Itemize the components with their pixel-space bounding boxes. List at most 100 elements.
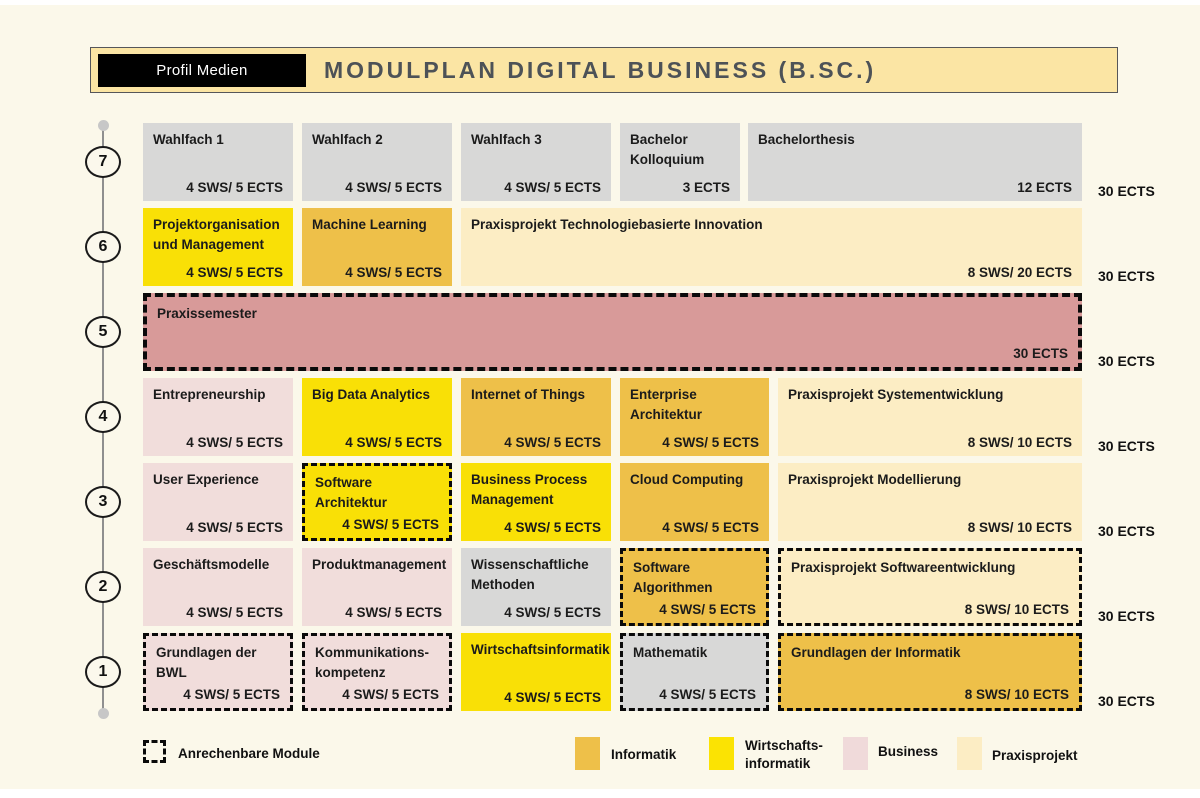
anrechenbare-module-label: Anrechenbare Module [178, 746, 320, 761]
semester-6-total: 30 ECTS [1098, 268, 1155, 284]
business-swatch [843, 737, 868, 770]
module-kommunikationskompetenz: Kommunikations-kompetenz 4 SWS/ 5 ECTS [302, 633, 452, 711]
module-title: Enterprise Architektur [630, 387, 703, 423]
module-title: User Experience [153, 472, 259, 487]
module-credits: 4 SWS/ 5 ECTS [186, 435, 283, 450]
profile-badge: Profil Medien [98, 54, 306, 87]
module-title: Wissenschaftliche Methoden [471, 557, 589, 593]
informatik-swatch [575, 737, 600, 770]
module-cloud-computing: Cloud Computing 4 SWS/ 5 ECTS [620, 463, 769, 541]
module-credits: 4 SWS/ 5 ECTS [662, 435, 759, 450]
module-business-process-management: Business Process Management 4 SWS/ 5 ECT… [461, 463, 611, 541]
module-title: Internet of Things [471, 387, 585, 402]
legend-informatik-label: Informatik [611, 747, 677, 762]
module-title: Praxisprojekt Softwareentwicklung [791, 560, 1016, 575]
module-title: Praxissemester [157, 306, 257, 321]
module-credits: 8 SWS/ 10 ECTS [967, 435, 1072, 450]
module-wissenschaftliche-methoden: Wissenschaftliche Methoden 4 SWS/ 5 ECTS [461, 548, 611, 626]
module-wahlfach-1: Wahlfach 1 4 SWS/ 5 ECTS [143, 123, 293, 201]
module-title: Entrepreneurship [153, 387, 266, 402]
module-credits: 4 SWS/ 5 ECTS [662, 520, 759, 535]
semester-6-marker: 6 [85, 231, 121, 263]
module-credits: 4 SWS/ 5 ECTS [345, 180, 442, 195]
module-title: Machine Learning [312, 217, 427, 232]
profile-badge-label: Profil Medien [156, 62, 248, 79]
module-user-experience: User Experience 4 SWS/ 5 ECTS [143, 463, 293, 541]
timeline-end-dot [98, 708, 109, 719]
module-title: Praxisprojekt Modellierung [788, 472, 962, 487]
module-praxissemester: Praxissemester 30 ECTS [143, 293, 1082, 371]
semester-4-total: 30 ECTS [1098, 438, 1155, 454]
module-grundlagen-der-bwl: Grundlagen der BWL 4 SWS/ 5 ECTS [143, 633, 293, 711]
anrechenbare-module-icon [143, 740, 166, 763]
module-title: Bachelor Kolloquium [630, 132, 705, 168]
module-title: Projektorganisation und Management [153, 217, 280, 253]
module-credits: 4 SWS/ 5 ECTS [504, 435, 601, 450]
module-praxisprojekt-technologiebasierte-innovation: Praxisprojekt Technologiebasierte Innova… [461, 208, 1082, 286]
module-credits: 4 SWS/ 5 ECTS [186, 180, 283, 195]
module-credits: 12 ECTS [1017, 180, 1072, 195]
module-credits: 4 SWS/ 5 ECTS [183, 687, 280, 702]
module-title: Wahlfach 3 [471, 132, 542, 147]
module-title: Bachelorthesis [758, 132, 855, 147]
module-grundlagen-der-informatik: Grundlagen der Informatik 8 SWS/ 10 ECTS [778, 633, 1082, 711]
module-software-algorithmen: Software Algorithmen 4 SWS/ 5 ECTS [620, 548, 769, 626]
module-credits: 4 SWS/ 5 ECTS [186, 605, 283, 620]
module-mathematik: Mathematik 4 SWS/ 5 ECTS [620, 633, 769, 711]
semester-1-total: 30 ECTS [1098, 693, 1155, 709]
module-credits: 4 SWS/ 5 ECTS [504, 180, 601, 195]
module-credits: 8 SWS/ 10 ECTS [964, 687, 1069, 702]
module-credits: 4 SWS/ 5 ECTS [345, 605, 442, 620]
module-title: Cloud Computing [630, 472, 744, 487]
praxisprojekt-swatch [957, 737, 982, 770]
module-title: Wahlfach 1 [153, 132, 224, 147]
module-entrepreneurship: Entrepreneurship 4 SWS/ 5 ECTS [143, 378, 293, 456]
module-enterprise-architektur: Enterprise Architektur 4 SWS/ 5 ECTS [620, 378, 769, 456]
module-praxisprojekt-systementwicklung: Praxisprojekt Systementwicklung 8 SWS/ 1… [778, 378, 1082, 456]
module-credits: 3 ECTS [682, 180, 730, 195]
module-credits: 4 SWS/ 5 ECTS [186, 265, 283, 280]
module-credits: 4 SWS/ 5 ECTS [504, 520, 601, 535]
module-projektorganisation-und-management: Projektorganisation und Management 4 SWS… [143, 208, 293, 286]
module-machine-learning: Machine Learning 4 SWS/ 5 ECTS [302, 208, 452, 286]
module-title: Wirtschaftsinformatik [471, 642, 610, 657]
module-wahlfach-3: Wahlfach 3 4 SWS/ 5 ECTS [461, 123, 611, 201]
header-banner: Profil Medien MODULPLAN DIGITAL BUSINESS… [90, 47, 1118, 93]
legend-praxisprojekt-label: Praxisprojekt [992, 748, 1078, 763]
module-title: Software Architektur [315, 475, 388, 511]
module-credits: 4 SWS/ 5 ECTS [342, 517, 439, 532]
module-credits: 4 SWS/ 5 ECTS [345, 435, 442, 450]
module-wahlfach-2: Wahlfach 2 4 SWS/ 5 ECTS [302, 123, 452, 201]
module-big-data-analytics: Big Data Analytics 4 SWS/ 5 ECTS [302, 378, 452, 456]
module-credits: 4 SWS/ 5 ECTS [186, 520, 283, 535]
module-internet-of-things: Internet of Things 4 SWS/ 5 ECTS [461, 378, 611, 456]
module-title: Mathematik [633, 645, 708, 660]
semester-1-marker: 1 [85, 656, 121, 688]
wirtschaftsinformatik-swatch [709, 737, 734, 770]
legend-wirtschaftsinformatik-label: Wirtschafts- informatik [745, 738, 823, 771]
semester-3-marker: 3 [85, 486, 121, 518]
semester-2-marker: 2 [85, 571, 121, 603]
semester-2-total: 30 ECTS [1098, 608, 1155, 624]
semester-7-total: 30 ECTS [1098, 183, 1155, 199]
module-credits: 4 SWS/ 5 ECTS [659, 687, 756, 702]
module-title: Geschäftsmodelle [153, 557, 270, 572]
module-credits: 30 ECTS [1013, 346, 1068, 361]
module-bachelorthesis: Bachelorthesis 12 ECTS [748, 123, 1082, 201]
module-produktmanagement: Produktmanagement 4 SWS/ 5 ECTS [302, 548, 452, 626]
module-credits: 4 SWS/ 5 ECTS [659, 602, 756, 617]
legend-business-label: Business [878, 744, 939, 759]
timeline-start-dot [98, 120, 109, 131]
page-title: MODULPLAN DIGITAL BUSINESS (B.SC.) [324, 56, 877, 83]
module-credits: 4 SWS/ 5 ECTS [342, 687, 439, 702]
module-credits: 4 SWS/ 5 ECTS [504, 605, 601, 620]
module-title: Grundlagen der Informatik [791, 645, 961, 660]
semester-5-total: 30 ECTS [1098, 353, 1155, 369]
module-credits: 8 SWS/ 10 ECTS [967, 520, 1072, 535]
module-wirtschaftsinformatik: Wirtschaftsinformatik 4 SWS/ 5 ECTS [461, 633, 611, 711]
semester-7-marker: 7 [85, 146, 121, 178]
module-title: Praxisprojekt Systementwicklung [788, 387, 1004, 402]
semester-4-marker: 4 [85, 401, 121, 433]
module-software-architektur: Software Architektur 4 SWS/ 5 ECTS [302, 463, 452, 541]
